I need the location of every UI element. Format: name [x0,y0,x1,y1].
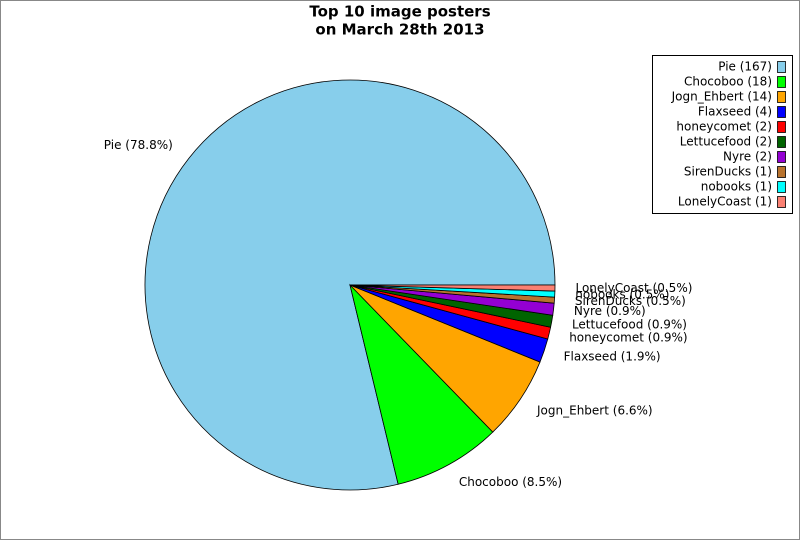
legend-swatch [777,121,786,133]
legend-swatch [777,196,786,208]
pie-slice [349,283,494,485]
slice-label: Nyre (0.9%) [574,304,646,318]
chart-title: Top 10 image posters [309,3,490,21]
slice-label: SirenDucks (0.5%) [575,294,686,308]
slice-label: nobooks (0.5%) [575,288,669,302]
legend-label: LonelyCoast (1) [678,195,772,209]
slice-label: Chocoboo (8.5%) [459,475,562,489]
slice-label: Flaxseed (1.9%) [564,350,661,364]
legend-label: Lettucefood (2) [680,135,772,149]
slice-label: Lettucefood (0.9%) [572,317,687,331]
legend-label: Flaxseed (4) [698,105,772,119]
legend-label: SirenDucks (1) [684,165,772,179]
legend-swatch [777,61,786,73]
legend-swatch [777,166,786,178]
chart-title: on March 28th 2013 [315,21,484,39]
legend-label: Jogn_Ehbert (14) [671,90,772,104]
legend-swatch [777,76,786,88]
legend-label: nobooks (1) [701,180,772,194]
pie-slice [144,79,556,491]
legend-label: Nyre (2) [723,150,772,164]
legend-label: honeycomet (2) [676,120,772,134]
slice-label: honeycomet (0.9%) [569,330,687,344]
legend-swatch [777,106,786,118]
legend-label: Chocoboo (18) [684,75,772,89]
slice-label: LonelyCoast (0.5%) [575,281,692,295]
legend-box [652,55,793,214]
legend-label: Pie (167) [718,60,772,74]
legend-swatch [777,151,786,163]
legend-swatch [777,91,786,103]
legend-swatch [777,181,786,193]
slice-label: Pie (78.8%) [104,138,173,152]
legend-swatch [777,136,786,148]
pie-slice [349,284,556,292]
slice-label: Jogn_Ehbert (6.6%) [536,403,653,417]
